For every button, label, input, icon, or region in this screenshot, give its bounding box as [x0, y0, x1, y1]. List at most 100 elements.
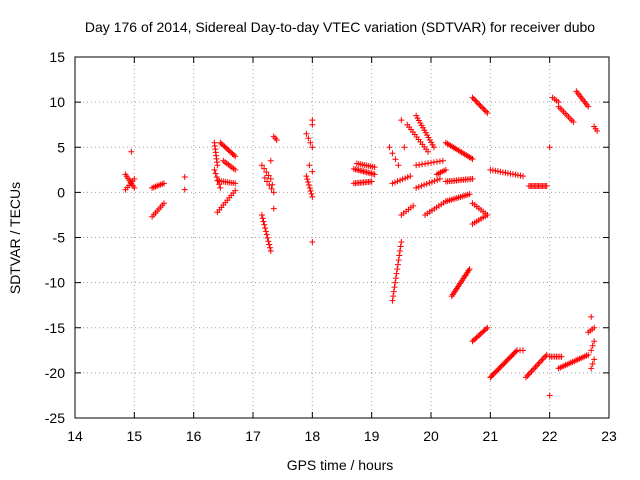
data-point: [307, 139, 314, 146]
data-point: [421, 181, 428, 188]
data-point: [217, 184, 224, 191]
data-point: [305, 182, 312, 189]
data-point: [512, 348, 519, 355]
data-point: [213, 174, 220, 181]
data-point: [131, 175, 138, 182]
data-point: [433, 158, 440, 165]
data-point: [391, 179, 398, 186]
data-point: [368, 178, 375, 185]
data-point: [305, 135, 312, 142]
data-point: [371, 171, 378, 178]
data-point: [546, 144, 553, 151]
data-point: [392, 275, 399, 282]
x-tick-label: 22: [542, 428, 558, 444]
y-tick-label: 10: [49, 94, 65, 110]
data-point: [528, 368, 535, 375]
data-point: [428, 178, 435, 185]
data-point: [591, 324, 598, 331]
data-point: [539, 356, 546, 363]
data-point: [393, 270, 400, 277]
data-point: [481, 107, 488, 114]
y-axis-title: SDTVAR / TECUs: [7, 182, 23, 294]
data-point: [214, 162, 221, 169]
data-point: [269, 181, 276, 188]
data-point: [570, 118, 577, 125]
data-point: [415, 183, 422, 190]
data-point: [531, 365, 538, 372]
data-point: [594, 128, 601, 135]
data-point: [303, 173, 310, 180]
data-point: [536, 359, 543, 366]
data-point: [265, 172, 272, 179]
data-points: [122, 88, 601, 399]
data-point: [394, 266, 401, 273]
data-point: [413, 162, 420, 169]
data-point: [161, 180, 167, 187]
data-point: [407, 173, 414, 180]
y-tick-label: 0: [57, 184, 65, 200]
data-point: [389, 180, 396, 187]
data-point: [442, 166, 449, 173]
chart-title: Day 176 of 2014, Sidereal Day-to-day VTE…: [85, 19, 595, 35]
data-point: [588, 313, 595, 320]
data-point: [261, 165, 268, 172]
data-point: [419, 161, 426, 168]
data-point: [265, 238, 272, 245]
data-point: [371, 164, 378, 171]
data-point: [394, 178, 401, 185]
data-point: [308, 190, 315, 197]
x-tick-label: 23: [601, 428, 617, 444]
axis-ticks: 14 15 16 17 18 19 20 21 22 23 -25 -20 -15 -10 -5 0 5 10 15: [45, 49, 617, 444]
data-point: [266, 241, 273, 248]
data-point: [585, 351, 592, 358]
x-tick-label: 14: [67, 428, 83, 444]
data-point: [588, 365, 595, 372]
data-point: [394, 261, 401, 268]
data-point: [529, 366, 536, 373]
data-point: [232, 180, 239, 187]
data-point: [589, 342, 596, 349]
data-point: [404, 174, 411, 181]
data-point: [263, 169, 270, 176]
data-point: [396, 252, 403, 259]
y-tick-label: -25: [45, 410, 65, 426]
data-point: [585, 103, 592, 110]
y-tick-label: -15: [45, 320, 65, 336]
y-tick-label: 5: [57, 139, 65, 155]
data-point: [469, 175, 476, 182]
data-point: [390, 293, 397, 300]
data-point: [262, 225, 269, 232]
data-point: [474, 100, 481, 107]
data-point: [303, 130, 310, 137]
data-point: [259, 215, 266, 222]
y-tick-label: 15: [49, 49, 65, 65]
data-point: [305, 179, 312, 186]
data-point: [532, 363, 539, 370]
data-point: [398, 117, 405, 124]
data-point: [473, 98, 480, 105]
data-point: [261, 221, 268, 228]
data-point: [480, 105, 487, 112]
x-tick-label: 20: [423, 428, 439, 444]
data-point: [131, 184, 138, 191]
data-point: [306, 184, 313, 191]
data-point: [386, 144, 393, 151]
data-point: [128, 148, 135, 155]
data-point: [232, 166, 239, 173]
data-point: [267, 248, 274, 255]
data-point: [524, 372, 531, 379]
data-point: [591, 356, 598, 363]
data-point: [469, 94, 476, 101]
x-tick-label: 21: [483, 428, 499, 444]
data-point: [306, 162, 313, 169]
data-point: [478, 104, 485, 111]
data-point: [469, 155, 476, 162]
data-point: [266, 244, 273, 251]
data-point: [273, 137, 280, 144]
data-point: [391, 284, 398, 291]
data-point: [466, 191, 473, 198]
y-tick-label: -10: [45, 275, 65, 291]
data-point: [534, 362, 541, 369]
data-point: [484, 324, 491, 331]
data-point: [270, 189, 277, 196]
